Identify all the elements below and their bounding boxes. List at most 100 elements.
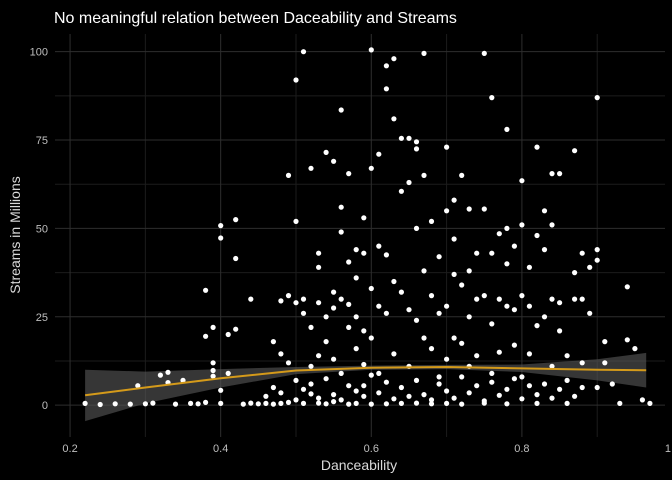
data-point [413,225,420,231]
data-point [624,284,630,290]
data-point [436,381,442,387]
data-point [285,172,292,178]
data-point [225,331,231,338]
data-point [541,247,548,253]
data-point [361,250,367,256]
minor-gridlines [55,34,665,437]
data-point [218,223,224,229]
data-point [459,401,465,407]
data-point [557,328,563,334]
data-point [157,372,163,378]
data-point [285,360,292,366]
data-point [285,399,292,405]
data-point [406,307,412,313]
data-point [391,116,397,122]
data-point [255,401,261,407]
y-axis-title: Streams in Millions [7,176,23,293]
data-point [481,50,487,57]
data-point [504,401,510,407]
data-point [526,351,533,357]
data-point [519,222,525,228]
data-point [541,381,548,387]
data-point [413,400,420,406]
data-point [338,397,344,403]
data-point [481,398,487,404]
data-point [293,377,299,383]
data-point [406,135,412,141]
data-point [353,400,359,406]
data-point [368,372,374,378]
data-point [632,346,638,352]
data-point [428,218,435,224]
data-point [444,208,450,214]
data-point [316,353,322,359]
data-point [624,337,630,343]
data-point [361,393,367,399]
data-point [300,310,307,316]
data-point [549,171,555,177]
data-point [97,401,103,408]
data-point [300,49,307,55]
data-point [444,303,450,309]
data-point [557,386,563,392]
data-point [203,287,209,293]
data-point [300,386,307,392]
data-point [353,346,359,352]
data-point [368,47,374,53]
data-point [346,171,352,177]
data-point [218,400,224,406]
data-point [489,250,495,256]
data-point [331,289,337,295]
data-point [210,373,216,379]
data-point [346,383,352,389]
data-point [451,236,457,242]
data-point [511,307,517,313]
data-point [248,400,254,406]
data-point [142,401,148,407]
data-point [489,370,495,376]
data-point [353,275,359,281]
data-point [534,232,540,239]
data-point [572,148,578,154]
data-point [459,282,465,288]
data-point [511,243,517,249]
data-point [428,293,435,299]
data-point [338,370,344,376]
data-point [579,296,585,302]
y-tick-label: 25 [36,312,48,324]
data-point [564,400,570,406]
data-point [459,340,465,346]
data-point [383,401,389,407]
data-point [383,310,389,316]
data-point [602,360,608,366]
data-point [444,388,450,394]
data-point [519,396,525,402]
data-point [496,296,502,302]
data-point [338,204,344,210]
data-point [383,86,389,92]
data-point [240,401,246,407]
y-axis-tick-labels: 0 25 50 75 100 [30,47,48,413]
data-point [504,386,510,392]
data-point [263,400,269,406]
data-point [602,339,608,345]
data-point [406,179,412,186]
chart-title: No meaningful relation between Daceabili… [54,10,457,27]
data-point [413,139,420,145]
data-point [376,243,382,249]
data-point [504,126,510,132]
data-point [557,300,563,306]
smooth-trend-line [84,365,647,397]
data-point [331,399,337,405]
data-point [428,401,435,407]
data-point [346,401,352,407]
data-point [203,333,209,339]
data-point [308,381,314,387]
data-point [474,353,480,359]
data-point [428,397,435,403]
data-point [541,314,548,320]
data-point [368,165,374,171]
data-point [594,257,600,263]
data-point [368,285,374,292]
data-point [504,261,510,267]
